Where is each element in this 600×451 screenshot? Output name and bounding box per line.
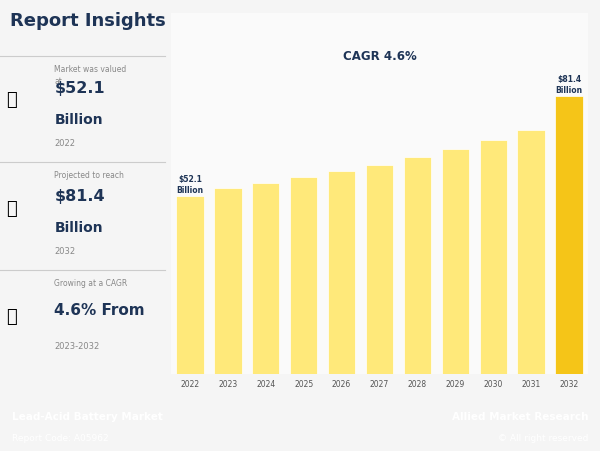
Text: Report Insights: Report Insights xyxy=(10,12,166,30)
Text: Growing at a CAGR: Growing at a CAGR xyxy=(55,279,128,288)
Text: $81.4: $81.4 xyxy=(55,189,105,204)
Text: $52.1
Billion: $52.1 Billion xyxy=(176,175,203,195)
Bar xyxy=(176,197,203,374)
Bar xyxy=(328,171,355,374)
Text: Report Code: A05962: Report Code: A05962 xyxy=(12,433,109,442)
Bar xyxy=(404,158,431,374)
Bar xyxy=(556,97,583,374)
Text: 📈: 📈 xyxy=(7,307,17,325)
Text: © All right reserved: © All right reserved xyxy=(497,433,588,442)
Bar xyxy=(252,184,280,374)
Bar xyxy=(366,166,393,374)
Bar xyxy=(442,150,469,374)
Text: $52.1: $52.1 xyxy=(55,81,105,96)
Text: 💎: 💎 xyxy=(7,200,17,218)
Text: 4.6% From: 4.6% From xyxy=(55,303,145,318)
Text: 2022: 2022 xyxy=(55,139,76,148)
Text: 2023-2032: 2023-2032 xyxy=(55,341,100,350)
Text: Allied Market Research: Allied Market Research xyxy=(452,411,588,421)
Bar xyxy=(479,141,507,374)
Bar xyxy=(214,189,242,374)
Text: 2032: 2032 xyxy=(55,247,76,256)
Text: Market was valued
at: Market was valued at xyxy=(55,65,127,86)
Bar xyxy=(290,177,317,374)
Text: Lead-Acid Battery Market: Lead-Acid Battery Market xyxy=(12,411,163,421)
Bar xyxy=(517,130,545,374)
Text: Billion: Billion xyxy=(55,221,103,235)
Text: Billion: Billion xyxy=(55,113,103,127)
Text: 💰: 💰 xyxy=(7,91,17,109)
Text: $81.4
Billion: $81.4 Billion xyxy=(556,75,583,95)
Text: Projected to reach: Projected to reach xyxy=(55,170,124,179)
Text: CAGR 4.6%: CAGR 4.6% xyxy=(343,50,416,63)
